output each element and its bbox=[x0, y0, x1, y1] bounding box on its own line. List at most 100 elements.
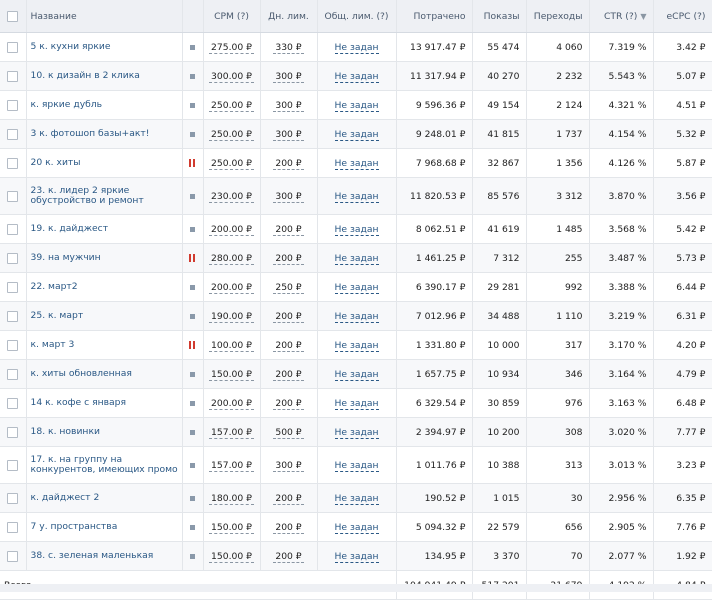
table-row[interactable]: 10. к дизайн в 2 клика 300.00 ₽ 300 ₽ Не за… bbox=[0, 61, 712, 91]
day-limit-editable[interactable]: 300 ₽ bbox=[273, 190, 304, 203]
campaign-name[interactable]: к. яркие дубль bbox=[26, 90, 183, 120]
col-total-limit[interactable]: Общ. лим. (?) bbox=[317, 0, 397, 33]
campaign-name[interactable]: к. март 3 bbox=[26, 330, 183, 360]
total-limit-cell[interactable]: Не задан bbox=[317, 330, 397, 360]
table-row[interactable]: 20 к. хиты 250.00 ₽ 200 ₽ Не задан 7 968.68 … bbox=[0, 148, 712, 178]
total-limit-link[interactable]: Не задан bbox=[334, 41, 379, 54]
cpm-editable[interactable]: 300.00 ₽ bbox=[209, 70, 254, 83]
row-checkbox[interactable] bbox=[7, 223, 19, 235]
day-limit-cell[interactable]: 200 ₽ bbox=[260, 512, 318, 542]
cpm-cell[interactable]: 157.00 ₽ bbox=[203, 417, 261, 447]
row-checkbox[interactable] bbox=[7, 70, 19, 82]
row-checkbox-cell[interactable] bbox=[0, 61, 27, 91]
status-toggle[interactable] bbox=[182, 90, 204, 120]
day-limit-cell[interactable]: 200 ₽ bbox=[260, 388, 318, 418]
table-row[interactable]: 22. март2 200.00 ₽ 250 ₽ Не задан 6 390.17 ₽… bbox=[0, 272, 712, 302]
status-toggle[interactable] bbox=[182, 214, 204, 244]
day-limit-cell[interactable]: 200 ₽ bbox=[260, 330, 318, 360]
cpm-editable[interactable]: 100.00 ₽ bbox=[209, 339, 254, 352]
cpm-editable[interactable]: 250.00 ₽ bbox=[209, 128, 254, 141]
active-status-icon[interactable] bbox=[190, 131, 195, 137]
day-limit-cell[interactable]: 200 ₽ bbox=[260, 359, 318, 389]
day-limit-editable[interactable]: 300 ₽ bbox=[273, 128, 304, 141]
day-limit-editable[interactable]: 200 ₽ bbox=[273, 252, 304, 265]
day-limit-editable[interactable]: 200 ₽ bbox=[273, 310, 304, 323]
table-row[interactable]: 18. к. новинки 157.00 ₽ 500 ₽ Не задан 2 394… bbox=[0, 417, 712, 447]
total-limit-cell[interactable]: Не задан bbox=[317, 90, 397, 120]
campaign-name[interactable]: 23. к. лидер 2 яркие обустройство и ремо… bbox=[26, 177, 183, 215]
active-status-icon[interactable] bbox=[190, 193, 195, 199]
row-checkbox[interactable] bbox=[7, 521, 19, 533]
cpm-editable[interactable]: 150.00 ₽ bbox=[209, 550, 254, 563]
col-cpm[interactable]: CPM (?) bbox=[203, 0, 261, 33]
total-limit-link[interactable]: Не задан bbox=[334, 492, 379, 505]
total-limit-link[interactable]: Не задан bbox=[334, 70, 379, 83]
paused-icon[interactable] bbox=[189, 341, 196, 349]
row-checkbox[interactable] bbox=[7, 128, 19, 140]
row-checkbox-cell[interactable] bbox=[0, 148, 27, 178]
table-row[interactable]: 23. к. лидер 2 яркие обустройство и ремо… bbox=[0, 177, 712, 215]
cpm-cell[interactable]: 200.00 ₽ bbox=[203, 272, 261, 302]
day-limit-cell[interactable]: 330 ₽ bbox=[260, 32, 318, 62]
table-row[interactable]: 5 к. кухни яркие 275.00 ₽ 330 ₽ Не задан 13 … bbox=[0, 32, 712, 62]
row-checkbox[interactable] bbox=[7, 550, 19, 562]
status-toggle[interactable] bbox=[182, 177, 204, 215]
total-limit-link[interactable]: Не задан bbox=[334, 339, 379, 352]
paused-icon[interactable] bbox=[189, 254, 196, 262]
campaign-name[interactable]: 3 к. фотошоп базы+акт! bbox=[26, 119, 183, 149]
cpm-cell[interactable]: 180.00 ₽ bbox=[203, 483, 261, 513]
campaign-name[interactable]: 18. к. новинки bbox=[26, 417, 183, 447]
day-limit-editable[interactable]: 200 ₽ bbox=[273, 550, 304, 563]
cpm-cell[interactable]: 150.00 ₽ bbox=[203, 541, 261, 571]
row-checkbox-cell[interactable] bbox=[0, 301, 27, 331]
status-toggle[interactable] bbox=[182, 243, 204, 273]
total-limit-link[interactable]: Не задан bbox=[334, 252, 379, 265]
active-status-icon[interactable] bbox=[190, 495, 195, 501]
total-limit-cell[interactable]: Не задан bbox=[317, 177, 397, 215]
day-limit-editable[interactable]: 200 ₽ bbox=[273, 397, 304, 410]
campaign-name[interactable]: 39. на мужчин bbox=[26, 243, 183, 273]
day-limit-cell[interactable]: 300 ₽ bbox=[260, 61, 318, 91]
row-checkbox-cell[interactable] bbox=[0, 417, 27, 447]
day-limit-editable[interactable]: 200 ₽ bbox=[273, 339, 304, 352]
col-day-limit[interactable]: Дн. лим. bbox=[260, 0, 318, 33]
cpm-editable[interactable]: 230.00 ₽ bbox=[209, 190, 254, 203]
campaign-name[interactable]: 22. март2 bbox=[26, 272, 183, 302]
total-limit-cell[interactable]: Не задан bbox=[317, 512, 397, 542]
active-status-icon[interactable] bbox=[190, 44, 195, 50]
total-limit-link[interactable]: Не задан bbox=[334, 223, 379, 236]
day-limit-editable[interactable]: 300 ₽ bbox=[273, 459, 304, 472]
paused-icon[interactable] bbox=[189, 159, 196, 167]
total-limit-cell[interactable]: Не задан bbox=[317, 446, 397, 484]
row-checkbox-cell[interactable] bbox=[0, 446, 27, 484]
day-limit-cell[interactable]: 300 ₽ bbox=[260, 177, 318, 215]
day-limit-editable[interactable]: 300 ₽ bbox=[273, 70, 304, 83]
status-toggle[interactable] bbox=[182, 32, 204, 62]
row-checkbox[interactable] bbox=[7, 426, 19, 438]
total-limit-link[interactable]: Не задан bbox=[334, 550, 379, 563]
row-checkbox-cell[interactable] bbox=[0, 483, 27, 513]
day-limit-editable[interactable]: 250 ₽ bbox=[273, 281, 304, 294]
row-checkbox-cell[interactable] bbox=[0, 243, 27, 273]
total-limit-link[interactable]: Не задан bbox=[334, 397, 379, 410]
day-limit-editable[interactable]: 200 ₽ bbox=[273, 157, 304, 170]
total-limit-link[interactable]: Не задан bbox=[334, 310, 379, 323]
day-limit-editable[interactable]: 200 ₽ bbox=[273, 492, 304, 505]
status-toggle[interactable] bbox=[182, 148, 204, 178]
total-limit-cell[interactable]: Не задан bbox=[317, 214, 397, 244]
day-limit-cell[interactable]: 200 ₽ bbox=[260, 541, 318, 571]
total-limit-cell[interactable]: Не задан bbox=[317, 483, 397, 513]
campaign-name[interactable]: 10. к дизайн в 2 клика bbox=[26, 61, 183, 91]
total-limit-cell[interactable]: Не задан bbox=[317, 301, 397, 331]
cpm-cell[interactable]: 200.00 ₽ bbox=[203, 214, 261, 244]
table-row[interactable]: 14 к. кофе с января 200.00 ₽ 200 ₽ Не задан… bbox=[0, 388, 712, 418]
active-status-icon[interactable] bbox=[190, 73, 195, 79]
table-row[interactable]: к. март 3 100.00 ₽ 200 ₽ Не задан 1 331.80 ₽… bbox=[0, 330, 712, 360]
status-toggle[interactable] bbox=[182, 301, 204, 331]
day-limit-cell[interactable]: 200 ₽ bbox=[260, 214, 318, 244]
status-toggle[interactable] bbox=[182, 388, 204, 418]
cpm-editable[interactable]: 200.00 ₽ bbox=[209, 397, 254, 410]
total-limit-cell[interactable]: Не задан bbox=[317, 272, 397, 302]
campaign-name[interactable]: к. хиты обновленная bbox=[26, 359, 183, 389]
active-status-icon[interactable] bbox=[190, 462, 195, 468]
